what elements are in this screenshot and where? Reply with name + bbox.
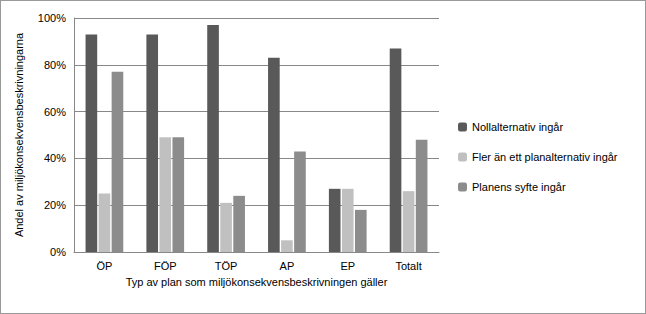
svg-text:FÖP: FÖP	[154, 260, 177, 272]
svg-text:Typ av plan som miljökonsekven: Typ av plan som miljökonsekvensbeskrivni…	[126, 276, 388, 288]
svg-text:60%: 60%	[44, 106, 66, 118]
svg-text:Nollalternativ ingår: Nollalternativ ingår	[472, 121, 563, 133]
svg-text:40%: 40%	[44, 152, 66, 164]
svg-text:20%: 20%	[44, 199, 66, 211]
svg-text:Totalt: Totalt	[395, 260, 421, 272]
svg-text:Andel av miljökonsekvensbeskri: Andel av miljökonsekvensbeskrivningarna	[13, 32, 25, 237]
svg-text:0%: 0%	[50, 246, 66, 258]
svg-text:TÖP: TÖP	[215, 260, 238, 272]
svg-text:EP: EP	[340, 260, 355, 272]
svg-text:Fler än ett planalternativ ing: Fler än ett planalternativ ingår	[472, 151, 618, 163]
svg-text:100%: 100%	[38, 12, 66, 24]
svg-text:Planens syfte ingår: Planens syfte ingår	[472, 181, 566, 193]
svg-text:80%: 80%	[44, 59, 66, 71]
svg-text:ÖP: ÖP	[96, 260, 112, 272]
svg-text:AP: AP	[280, 260, 295, 272]
